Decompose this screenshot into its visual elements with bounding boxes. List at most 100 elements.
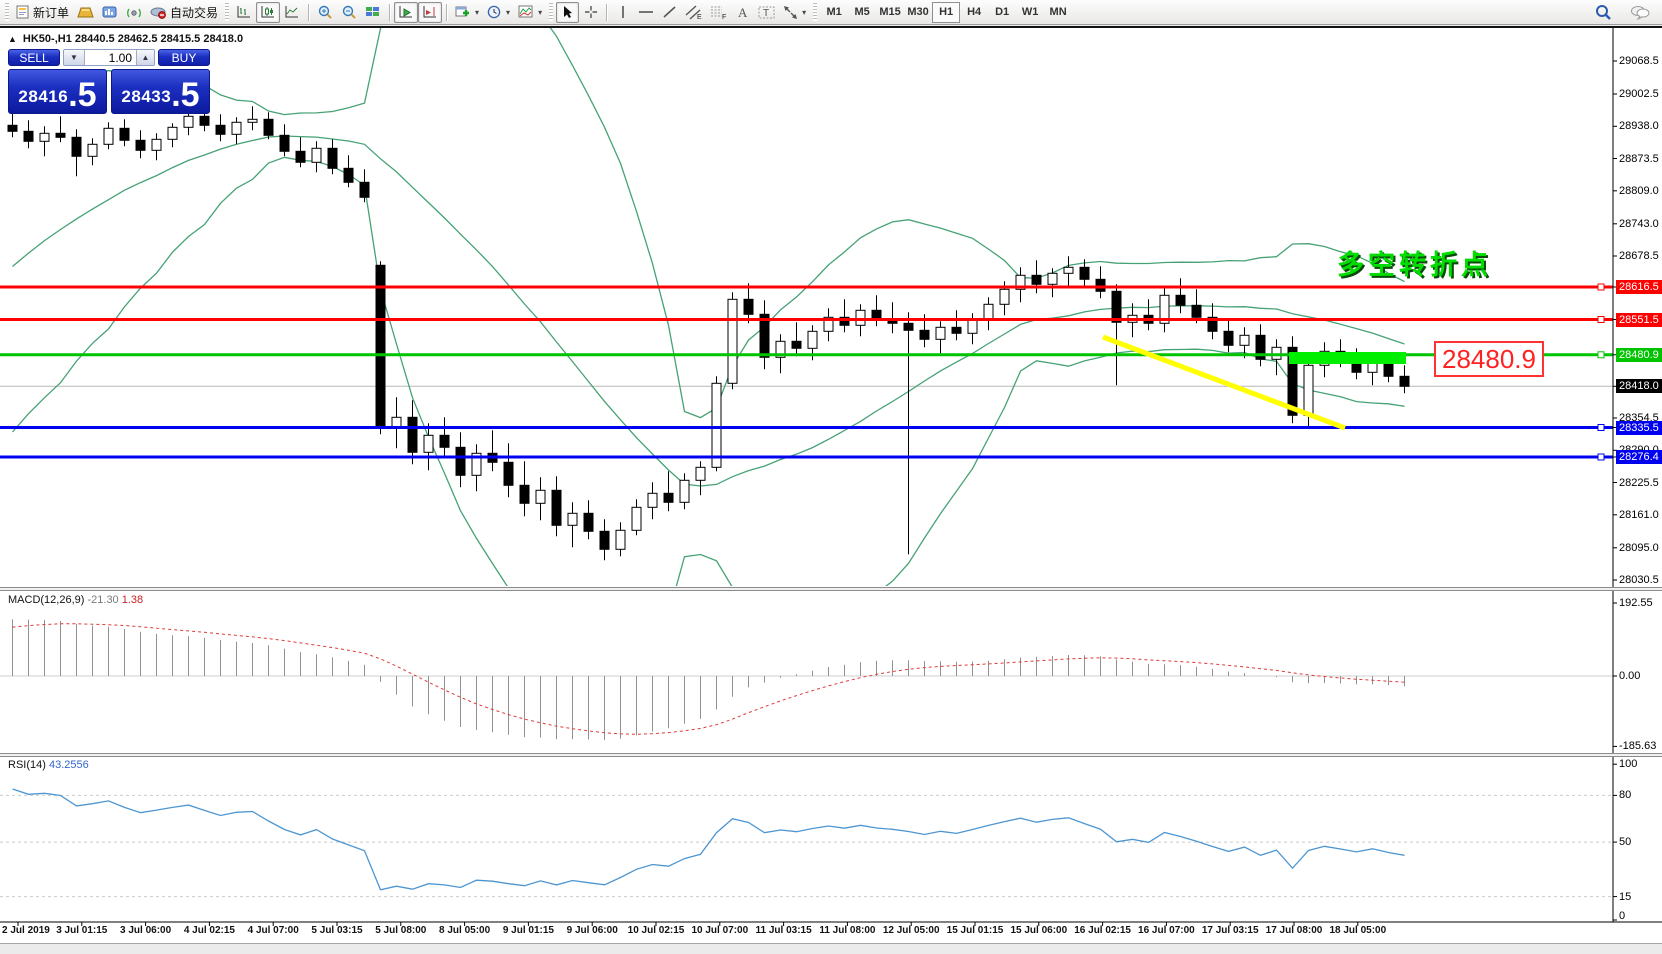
signal-button[interactable] [122,2,146,23]
new-chart-button[interactable]: ▾ [451,2,483,23]
fibonacci-button[interactable]: F [706,2,731,23]
main-toolbar: 新订单 自动交易 ▾ [0,0,1662,25]
toolbar-separator [308,3,310,21]
highlight-rectangle-object[interactable] [1289,352,1406,364]
cursor-button[interactable] [556,1,580,23]
svg-text:E: E [697,14,702,20]
volume-increase-button[interactable]: ▲ [136,50,154,65]
tile-windows-button[interactable] [361,2,385,23]
candlestick-chart-button[interactable] [256,1,281,23]
tab-tf-MN[interactable]: MN [1049,6,1067,18]
symbol-ohlc-title: HK50-,H1 28440.5 28462.5 28415.5 28418.0 [22,33,244,45]
chart-annotation-text[interactable]: 多空转折点 [1337,250,1492,280]
new-order-button[interactable]: 新订单 [12,2,73,23]
sell-price-frac: .5 [68,76,97,114]
auto-scroll-button[interactable] [394,1,419,23]
price-axis-label: 28743.0 [1619,217,1659,230]
auto-trading-icon [150,6,167,19]
arrows-button[interactable]: ▾ [779,2,810,23]
zoom-out-button[interactable] [337,2,361,23]
rsi-axis-label: 50 [1619,836,1632,849]
auto-trading-label: 自动交易 [170,5,219,20]
tab-tf-M5[interactable]: M5 [854,6,870,18]
equidistant-channel-button[interactable]: E [681,2,706,23]
bar-chart-button[interactable] [232,2,256,23]
buy-price-display[interactable]: 28433 .5 [111,69,210,114]
period-button[interactable]: ▾ [483,2,514,23]
tab-tf-H1[interactable]: H1 [932,1,961,23]
search-button[interactable] [1591,2,1616,23]
line-chart-button[interactable] [280,2,304,23]
blue-chart-icon [102,6,117,18]
buy-button[interactable]: BUY [158,49,210,66]
toolbar-separator [606,3,608,21]
macd-name: MACD(12,26,9) [8,594,85,606]
macd-signal-line [12,623,1405,735]
macd-histogram [12,619,1405,741]
trendline-object[interactable] [1102,334,1346,431]
dropdown-arrow-icon: ▾ [538,7,543,17]
zoom-in-button[interactable] [313,2,337,23]
toolbar-grip [549,3,554,21]
signal-icon [127,8,142,18]
price-axis-label: 28225.5 [1619,476,1659,489]
pane-splitter[interactable] [0,587,1662,591]
sell-button[interactable]: SELL [8,49,60,66]
price-axis-label: 28030.5 [1619,574,1659,586]
chat-button[interactable] [1626,2,1654,23]
toolbar-grip [5,3,9,21]
price-axis-label: 28873.5 [1619,152,1659,165]
hline-anchor-handle[interactable] [1597,424,1605,431]
time-axis-label: 17 Jul 03:15 [1201,925,1259,936]
price-axis-label: 28551.5 [1616,312,1662,327]
vertical-line-button[interactable] [611,2,634,23]
hline-anchor-handle[interactable] [1597,351,1605,359]
hline-anchor-handle[interactable] [1597,283,1605,291]
volume-input[interactable] [85,50,136,65]
tab-tf-M15[interactable]: M15 [879,6,901,18]
time-axis-label: 11 Jul 03:15 [755,925,812,936]
rsi-value: 43.2556 [48,759,89,771]
indicators-button[interactable]: ▾ [514,2,546,23]
tab-tf-M30[interactable]: M30 [907,6,929,18]
price-axis-label: 29068.5 [1619,55,1659,67]
price-callout-label[interactable]: 28480.9 [1434,341,1544,377]
auto-trading-button[interactable]: 自动交易 [146,2,222,23]
horizontal-line-button[interactable] [634,2,658,23]
trendline-button[interactable] [658,2,681,23]
horizontal-line-icon [639,11,654,13]
tab-tf-D1[interactable]: D1 [995,6,1010,18]
toolbar-grip [225,3,230,21]
macd-main-value: -21.30 [87,594,119,606]
macd-indicator-label: MACD(12,26,9) -21.30 1.38 [8,594,143,606]
cursor-icon [564,6,573,18]
gold-ingot-icon-button[interactable] [73,2,98,23]
text-label-button[interactable]: T [754,2,779,23]
time-axis-label: 4 Jul 02:15 [183,925,235,936]
tab-tf-W1[interactable]: W1 [1021,6,1039,18]
time-axis-label: 3 Jul 06:00 [120,925,172,936]
hline-anchor-handle[interactable] [1597,316,1605,323]
buy-price-main: 28433 [121,87,172,106]
rsi-axis-label: 80 [1619,789,1632,802]
price-axis-label: 28678.5 [1619,250,1659,262]
time-axis-label: 10 Jul 02:15 [627,925,685,936]
hline-anchor-handle[interactable] [1597,453,1605,461]
tab-tf-H4[interactable]: H4 [967,6,982,18]
vertical-line-icon [621,6,624,18]
sell-price-display[interactable]: 28416 .5 [8,69,107,114]
time-axis-label: 16 Jul 07:00 [1138,925,1195,936]
volume-decrease-button[interactable]: ▼ [64,50,85,65]
crosshair-button[interactable] [579,2,602,23]
toolbar-separator [446,3,448,21]
market-watch-button[interactable] [98,2,122,23]
line-chart-icon [285,6,299,18]
collapse-panel-icon[interactable]: ▲ [8,34,17,44]
tab-tf-M1[interactable]: M1 [826,6,842,18]
text-button[interactable]: A [731,2,754,23]
chart-shift-button[interactable] [418,1,443,23]
price-axis-label: 28276.4 [1616,450,1662,465]
svg-text:T: T [763,8,769,19]
pane-splitter[interactable] [0,753,1662,757]
